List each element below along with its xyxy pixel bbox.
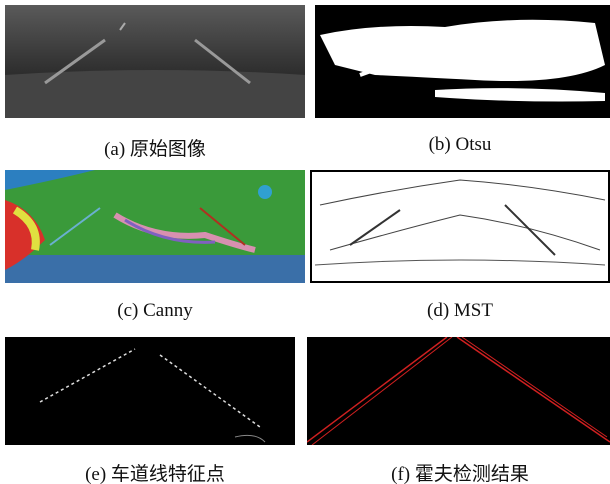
caption: (a) 原始图像 [5, 134, 305, 161]
caption: (e) 车道线特征点 [5, 459, 305, 484]
caption: (c) Canny [5, 300, 305, 322]
figure: (a) 原始图像 (b) Otsu (c) Canny (d) MST (e) … [0, 0, 610, 484]
image-feature-points [5, 337, 295, 445]
caption: (b) Otsu [310, 134, 610, 156]
image-mst [310, 170, 610, 283]
image-hough [307, 337, 610, 445]
image-canny [5, 170, 305, 283]
caption: (d) MST [310, 300, 610, 322]
image-original [5, 5, 305, 118]
image-otsu [315, 5, 610, 118]
caption: (f) 霍夫检测结果 [310, 459, 610, 484]
